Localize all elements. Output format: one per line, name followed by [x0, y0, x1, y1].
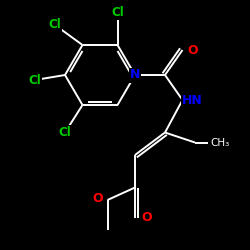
Text: HN: HN — [182, 94, 203, 106]
Text: Cl: Cl — [111, 6, 124, 19]
Text: O: O — [141, 211, 152, 224]
Text: Cl: Cl — [28, 74, 42, 86]
Text: Cl: Cl — [48, 18, 62, 32]
Text: O: O — [187, 44, 198, 57]
Text: N: N — [130, 68, 140, 82]
Text: CH₃: CH₃ — [210, 138, 229, 147]
Text: O: O — [92, 192, 103, 205]
Text: Cl: Cl — [58, 126, 71, 139]
